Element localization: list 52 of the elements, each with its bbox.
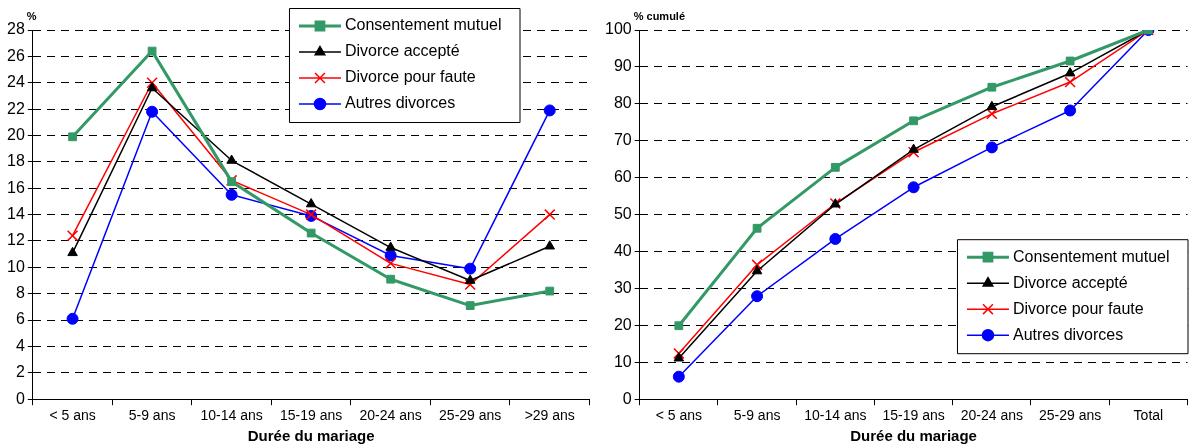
x-tick-label: 5-9 ans (128, 407, 176, 424)
y-tick-label: 20 (7, 125, 25, 143)
x-tick-label: 20-24 ans (960, 407, 1023, 424)
y-tick-label: 2 (15, 363, 25, 381)
y-tick-label: 12 (7, 231, 25, 249)
y-tick-label: 90 (613, 57, 632, 75)
x-tick-label: >29 ans (524, 407, 575, 424)
x-tick-label: 5-9 ans (733, 407, 781, 424)
y-tick-label: 50 (613, 205, 632, 223)
x-tick-label: Total (1133, 407, 1164, 424)
y-tick-label: 0 (622, 389, 632, 407)
y-tick-label: 18 (7, 152, 25, 170)
y-tick-label: 8 (15, 284, 25, 302)
legend-label: Autres divorces (1012, 325, 1124, 343)
y-tick-label: 30 (613, 278, 632, 296)
x-tick-label: 10-14 ans (804, 407, 867, 424)
legend-label: Consentement mutuel (1012, 247, 1170, 265)
x-axis-title: Durée du mariage (247, 427, 375, 445)
y-tick-label: 10 (613, 352, 632, 370)
x-tick-label: 25-29 ans (1038, 407, 1102, 424)
y-tick-label: 80 (613, 94, 632, 112)
x-axis-title: Durée du mariage (850, 427, 977, 445)
x-tick-label: 25-29 ans (439, 407, 502, 424)
legend-label: Consentement mutuel (344, 16, 502, 34)
x-tick-label: < 5 ans (655, 407, 702, 424)
legend-label: Divorce pour faute (1012, 299, 1144, 317)
y-tick-label: 70 (613, 131, 632, 149)
y-tick-label: 100 (604, 20, 632, 38)
y-tick-label: 6 (15, 310, 25, 328)
legend-label: Divorce accepté (344, 42, 460, 60)
y-tick-label: 16 (7, 178, 25, 196)
x-tick-label: 15-19 ans (882, 407, 945, 424)
y-tick-label: 0 (15, 389, 25, 407)
y-tick-label: 20 (613, 315, 632, 333)
y-axis-title: % cumulé (633, 9, 686, 22)
x-tick-label: < 5 ans (49, 407, 96, 424)
y-tick-label: 60 (613, 168, 632, 186)
x-tick-label: 10-14 ans (200, 407, 263, 424)
x-tick-label: 20-24 ans (359, 407, 422, 424)
legend-label: Autres divorces (344, 94, 456, 112)
y-tick-label: 10 (7, 257, 25, 275)
legend-label: Divorce pour faute (344, 68, 476, 86)
y-tick-label: 26 (7, 46, 25, 64)
x-tick-label: 15-19 ans (280, 407, 343, 424)
y-tick-label: 40 (613, 241, 632, 259)
y-tick-label: 4 (15, 336, 25, 354)
y-tick-label: 28 (7, 20, 25, 38)
y-tick-label: 24 (7, 73, 25, 91)
y-tick-label: 22 (7, 99, 25, 117)
legend-label: Divorce accepté (1012, 273, 1128, 291)
y-tick-label: 14 (7, 205, 25, 223)
y-axis-title: % (26, 9, 37, 22)
